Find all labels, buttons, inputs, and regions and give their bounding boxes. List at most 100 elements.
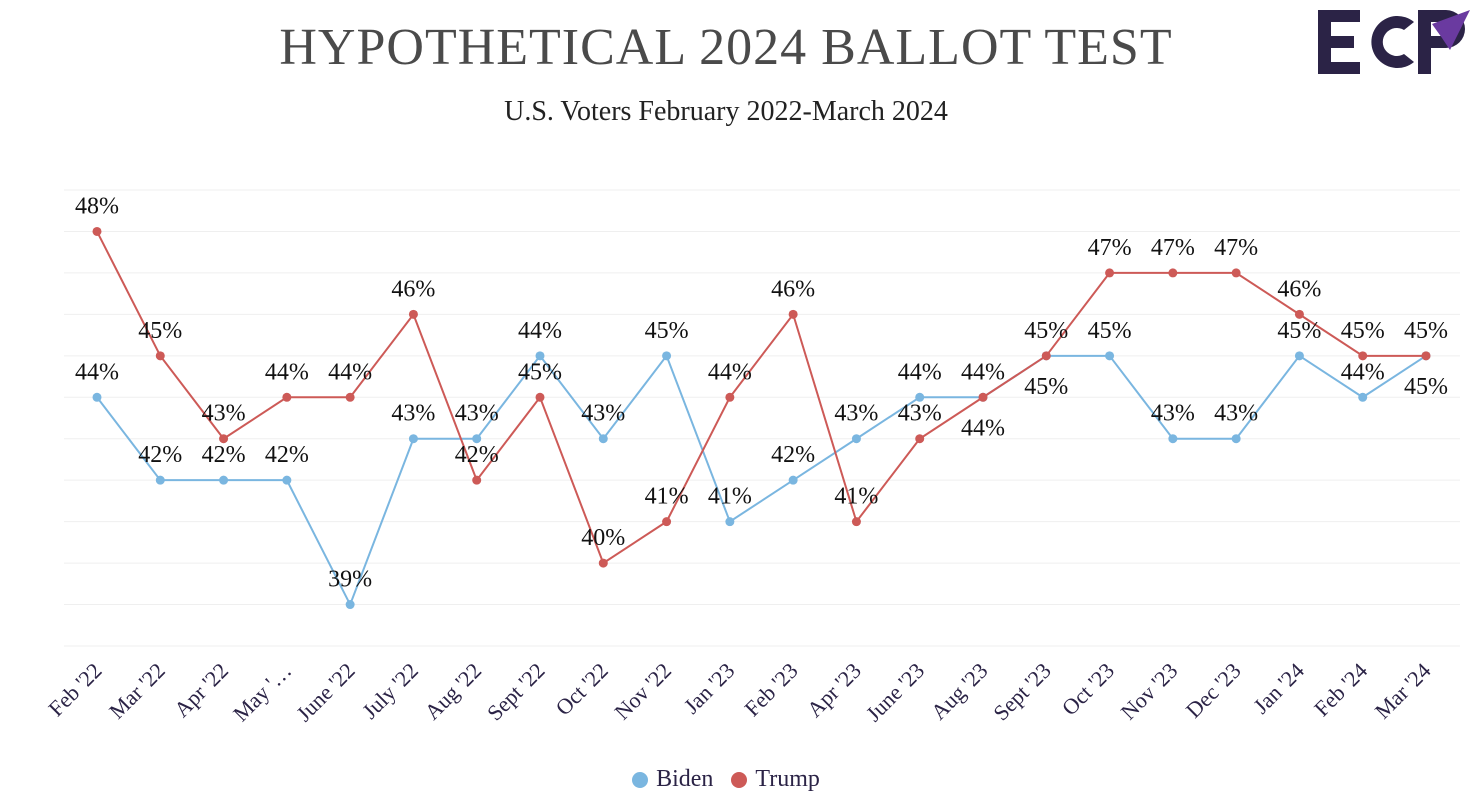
data-label-biden: 42% (138, 442, 182, 468)
data-point-biden (1168, 434, 1178, 444)
legend-item-biden[interactable]: Biden (632, 766, 713, 793)
legend-marker-biden (632, 771, 649, 788)
data-point-trump (155, 351, 165, 361)
data-label-trump: 41% (645, 484, 689, 510)
data-point-biden (535, 351, 545, 361)
x-tick-label: Feb '23 (739, 658, 802, 721)
data-label-biden: 44% (518, 318, 562, 344)
data-label-trump: 45% (1404, 374, 1448, 400)
x-tick-label: Nov '23 (1116, 658, 1183, 725)
data-label-biden: 44% (75, 359, 119, 385)
data-point-biden (155, 475, 165, 485)
data-label-trump: 47% (1214, 235, 1258, 261)
data-point-biden (472, 434, 482, 444)
x-tick-label: Aug '23 (926, 658, 993, 725)
data-label-trump: 45% (518, 359, 562, 385)
x-tick-label: Sept '23 (988, 658, 1056, 726)
data-label-biden: 43% (1151, 401, 1195, 427)
x-tick-label: Jan '23 (679, 658, 740, 719)
x-tick-label: Nov '22 (609, 658, 676, 725)
data-label-biden: 45% (645, 318, 689, 344)
data-label-trump: 42% (455, 442, 499, 468)
x-tick-label: June '22 (291, 658, 359, 726)
data-label-biden: 43% (455, 401, 499, 427)
x-tick-label: Aug '22 (420, 658, 487, 725)
data-label-biden: 44% (961, 359, 1005, 385)
data-point-biden (598, 434, 608, 444)
data-label-trump: 45% (138, 318, 182, 344)
x-tick-label: Sept '22 (482, 658, 550, 726)
data-label-biden: 45% (1088, 318, 1132, 344)
data-point-biden (788, 475, 798, 485)
data-point-biden (662, 351, 672, 361)
data-label-trump: 45% (1341, 318, 1385, 344)
x-tick-label: Feb '24 (1309, 658, 1372, 721)
data-point-biden (1294, 351, 1304, 361)
legend: Biden Trump (0, 766, 1452, 795)
x-tick-label: Oct '22 (550, 658, 612, 720)
data-point-trump (978, 392, 988, 402)
data-label-trump: 47% (1151, 235, 1195, 261)
legend-marker-trump (731, 771, 748, 788)
data-point-trump (1294, 309, 1304, 319)
data-point-trump (1421, 351, 1431, 361)
data-point-biden (92, 392, 102, 402)
data-point-biden (1105, 351, 1115, 361)
data-label-trump: 47% (1088, 235, 1132, 261)
data-point-trump (788, 309, 798, 319)
chart-title: HYPOTHETICAL 2024 BALLOT TEST (279, 19, 1173, 76)
data-label-trump: 44% (265, 359, 309, 385)
data-point-trump (282, 392, 292, 402)
data-point-trump (1105, 268, 1115, 278)
data-point-biden (408, 434, 418, 444)
data-label-biden: 45% (1277, 318, 1321, 344)
data-point-biden (219, 475, 229, 485)
series-line-trump (96, 231, 1426, 565)
x-tick-label: Mar '24 (1370, 658, 1436, 724)
data-label-biden: 41% (708, 484, 752, 510)
chart-subtitle: U.S. Voters February 2022-March 2024 (504, 96, 948, 127)
x-tick-label: Dec '23 (1181, 658, 1246, 723)
legend-item-trump[interactable]: Trump (731, 766, 820, 793)
data-label-biden: 43% (1214, 401, 1258, 427)
x-tick-label: July '22 (357, 658, 423, 724)
data-point-trump (219, 434, 229, 444)
legend-label-biden: Biden (656, 766, 714, 792)
data-label-biden: 43% (581, 401, 625, 427)
data-label-trump: 43% (898, 401, 942, 427)
data-label-biden: 45% (1024, 318, 1068, 344)
data-point-biden (1231, 434, 1241, 444)
x-tick-label: Apr '23 (802, 658, 866, 722)
data-label-biden: 42% (771, 442, 815, 468)
data-label-trump: 46% (1277, 276, 1321, 302)
data-point-trump (345, 392, 355, 402)
data-label-trump: 41% (834, 484, 878, 510)
data-label-trump: 45% (1024, 374, 1068, 400)
data-label-trump: 46% (771, 276, 815, 302)
data-label-biden: 42% (265, 442, 309, 468)
data-point-trump (1041, 351, 1051, 361)
data-label-biden: 42% (202, 442, 246, 468)
data-label-trump: 44% (961, 415, 1005, 441)
data-point-biden (725, 517, 735, 527)
data-point-biden (345, 600, 355, 610)
data-point-trump (1358, 351, 1368, 361)
legend-label-trump: Trump (755, 766, 820, 792)
data-point-trump (662, 517, 672, 527)
data-point-trump (535, 392, 545, 402)
data-label-biden: 43% (834, 401, 878, 427)
data-point-trump (598, 558, 608, 568)
data-point-trump (472, 475, 482, 485)
x-tick-label: Mar '22 (104, 658, 170, 724)
data-label-biden: 45% (1404, 318, 1448, 344)
data-point-biden (851, 434, 861, 444)
x-tick-label: May '… (228, 658, 296, 726)
data-label-biden: 44% (898, 359, 942, 385)
data-label-biden: 43% (391, 401, 435, 427)
data-point-trump (915, 434, 925, 444)
series-line-biden (96, 353, 1427, 608)
data-point-biden (1358, 392, 1368, 402)
data-label-trump: 40% (581, 525, 625, 551)
x-tick-label: Feb '22 (43, 658, 106, 721)
data-label-biden: 39% (328, 567, 372, 593)
